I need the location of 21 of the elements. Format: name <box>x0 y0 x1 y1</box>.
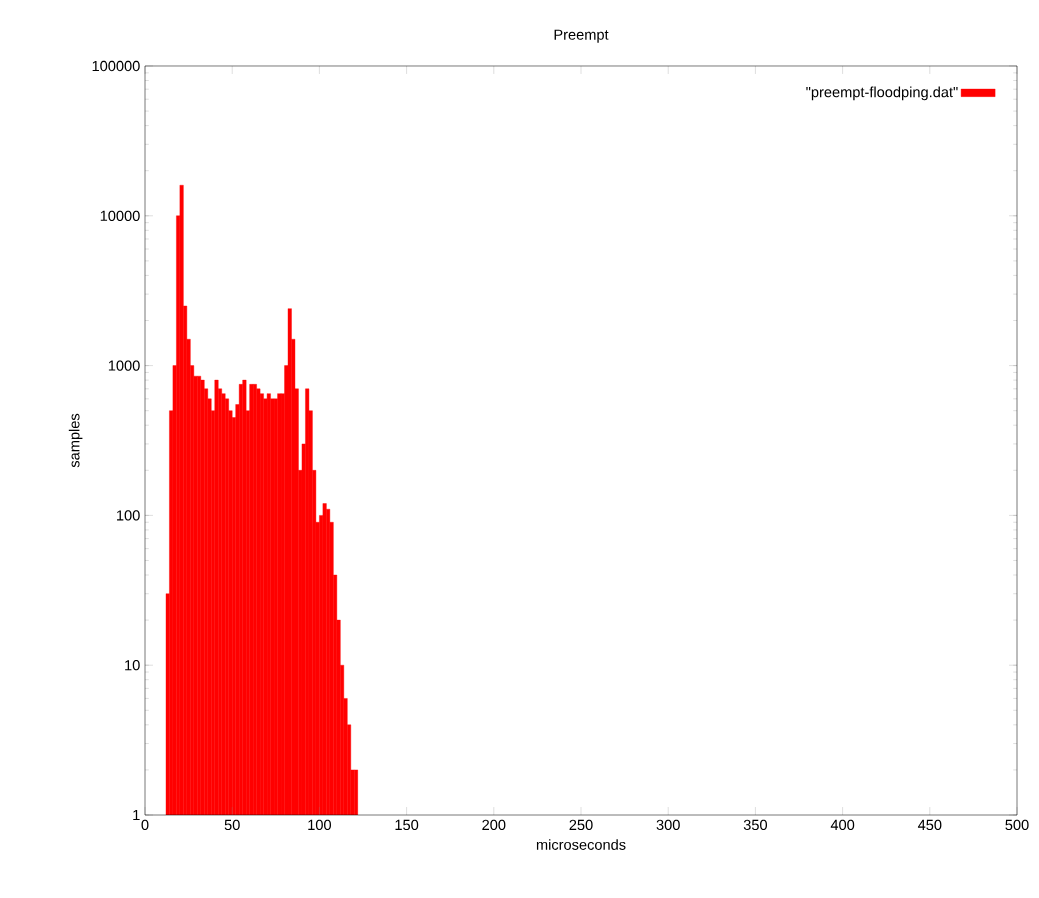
y-axis-title: samples <box>68 413 83 468</box>
x-tick-label: 300 <box>656 819 680 831</box>
y-tick-label: 10 <box>125 660 140 671</box>
x-tick-label: 0 <box>141 819 149 831</box>
y-tick-label: 1 <box>133 809 140 821</box>
x-tick-label: 150 <box>395 819 419 831</box>
chart-title: Preempt <box>554 29 609 43</box>
x-tick-label: 200 <box>482 819 506 831</box>
x-tick-label: 500 <box>1005 819 1029 831</box>
x-tick-label: 400 <box>830 819 855 831</box>
x-tick-label: 250 <box>569 819 593 831</box>
legend-label: "preempt-floodping.dat" <box>806 86 958 101</box>
y-tick-label: 100 <box>117 510 140 521</box>
x-axis-title: microseconds <box>536 839 626 850</box>
y-tick-label: 10000 <box>100 210 140 221</box>
y-tick-label: 1000 <box>108 360 140 371</box>
x-tick-label: 100 <box>308 819 331 831</box>
x-tick-label: 450 <box>917 819 942 831</box>
x-tick-label: 50 <box>224 819 240 831</box>
x-tick-label: 350 <box>743 819 768 831</box>
y-tick-label: 100000 <box>92 60 140 72</box>
